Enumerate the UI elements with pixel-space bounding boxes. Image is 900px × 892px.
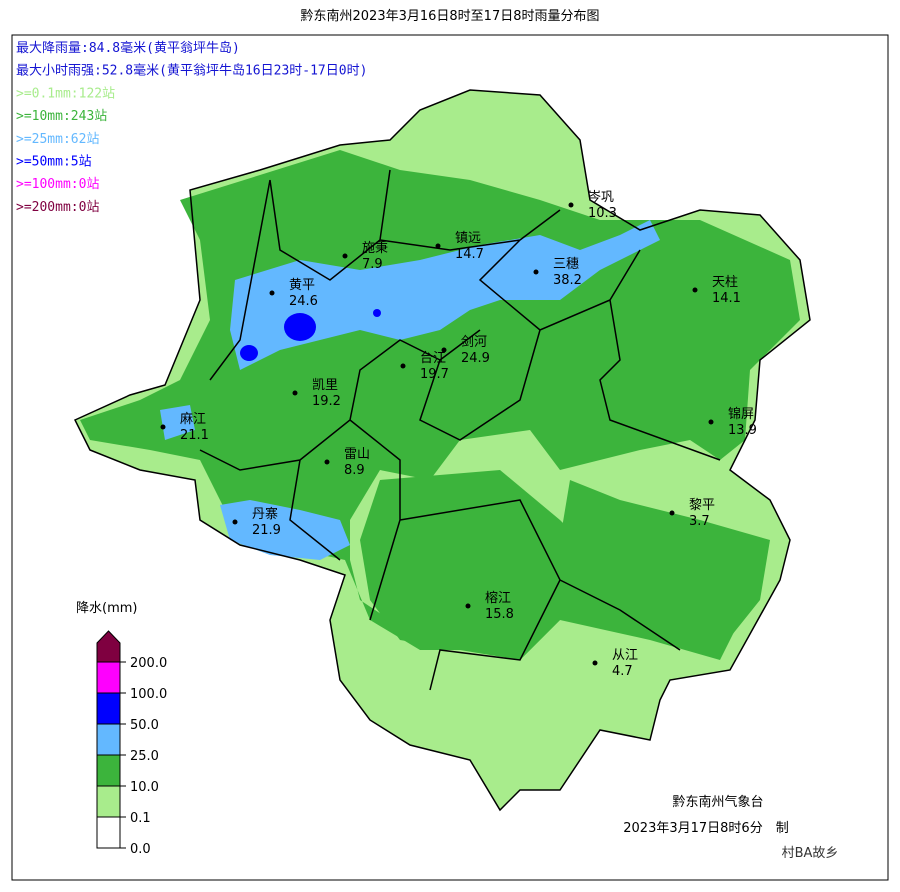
station-dot <box>435 243 441 249</box>
station-name: 丹寨 <box>252 506 278 522</box>
agency: 黔东南州气象台 <box>672 794 763 810</box>
station-value: 13.9 <box>728 423 757 438</box>
station-dot <box>568 202 574 208</box>
station-dot <box>292 390 298 396</box>
station-name: 镇远 <box>455 231 481 246</box>
station-value: 4.7 <box>612 664 633 679</box>
station-name: 黎平 <box>689 498 715 513</box>
info-line: >=50mm:5站 <box>16 155 92 170</box>
legend-swatch <box>96 630 121 663</box>
station-value: 19.2 <box>312 394 341 409</box>
station-value: 24.9 <box>461 351 490 366</box>
station-name: 施秉 <box>362 240 388 256</box>
station-value: 21.1 <box>180 428 209 443</box>
legend-label: 25.0 <box>130 749 159 764</box>
station-name: 台江 <box>420 351 446 366</box>
issue-time: 2023年3月17日8时6分 制 <box>623 821 788 836</box>
watermark: 村BA故乡 <box>782 846 839 861</box>
station-name: 麻江 <box>180 412 206 427</box>
legend-swatch <box>96 661 121 694</box>
info-line: >=100mm:0站 <box>16 177 99 192</box>
station-dot <box>533 269 539 275</box>
station-value: 14.7 <box>455 247 484 262</box>
info-line: 最大小时雨强:52.8毫米(黄平翁坪牛岛16日23时-17日0时) <box>16 63 367 79</box>
legend-title: 降水(mm) <box>76 601 137 616</box>
info-line: >=0.1mm:122站 <box>16 86 115 101</box>
station-dot <box>465 603 471 609</box>
rain-map <box>73 89 811 812</box>
station-value: 10.3 <box>588 206 617 221</box>
station-name: 黄平 <box>289 278 315 293</box>
station-dot <box>232 519 238 525</box>
legend-swatch <box>96 723 121 756</box>
station-dot <box>669 510 675 516</box>
legend-swatch <box>96 785 121 818</box>
legend-swatch <box>96 754 121 787</box>
station-value: 38.2 <box>553 273 582 288</box>
station-value: 21.9 <box>252 523 281 538</box>
station-dot <box>708 419 714 425</box>
station-value: 15.8 <box>485 607 514 622</box>
station-name: 剑河 <box>461 334 487 350</box>
legend-label: 50.0 <box>130 718 159 733</box>
station-value: 24.6 <box>289 294 318 309</box>
station-name: 天柱 <box>712 275 738 290</box>
station-dot <box>692 287 698 293</box>
legend-label: 0.0 <box>130 842 151 857</box>
legend-label: 10.0 <box>130 780 159 795</box>
station-name: 雷山 <box>344 447 370 462</box>
station-name: 榕江 <box>485 591 511 606</box>
station-dot <box>269 290 275 296</box>
station-dot <box>342 253 348 259</box>
legend-swatch <box>96 816 121 849</box>
station-dot <box>592 660 598 666</box>
station-name: 从江 <box>612 648 638 663</box>
legend-label: 0.1 <box>130 811 151 826</box>
station-dot <box>441 347 447 353</box>
station-value: 7.9 <box>362 257 383 272</box>
legend-label: 100.0 <box>130 687 167 702</box>
legend-label: 200.0 <box>130 656 167 671</box>
station-dot <box>324 459 330 465</box>
station-name: 三穗 <box>553 257 579 272</box>
info-line: >=10mm:243站 <box>16 109 107 124</box>
title: 黔东南州2023年3月16日8时至17日8时雨量分布图 <box>301 8 600 24</box>
legend-swatch <box>96 692 121 725</box>
station-value: 8.9 <box>344 463 365 478</box>
station-value: 3.7 <box>689 514 710 529</box>
info-line: >=25mm:62站 <box>16 132 99 147</box>
info-line: >=200mm:0站 <box>16 200 99 215</box>
station-name: 凯里 <box>312 378 338 393</box>
station-value: 14.1 <box>712 291 741 306</box>
station-name: 锦屏 <box>728 407 754 422</box>
station-dot <box>400 363 406 369</box>
station-dot <box>160 424 166 430</box>
station-name: 岑巩 <box>588 190 614 205</box>
station-value: 19.7 <box>420 367 449 382</box>
info-line: 最大降雨量:84.8毫米(黄平翁坪牛岛) <box>16 40 240 56</box>
